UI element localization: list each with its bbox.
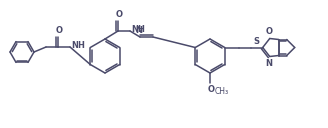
Text: NH: NH [131,25,145,35]
Text: O: O [265,28,272,36]
Text: N: N [135,26,142,35]
Text: N: N [265,58,272,67]
Text: CH₃: CH₃ [215,87,229,95]
Text: O: O [115,10,122,19]
Text: O: O [55,26,63,35]
Text: S: S [254,38,260,46]
Text: O: O [208,85,215,94]
Text: NH: NH [71,41,85,51]
